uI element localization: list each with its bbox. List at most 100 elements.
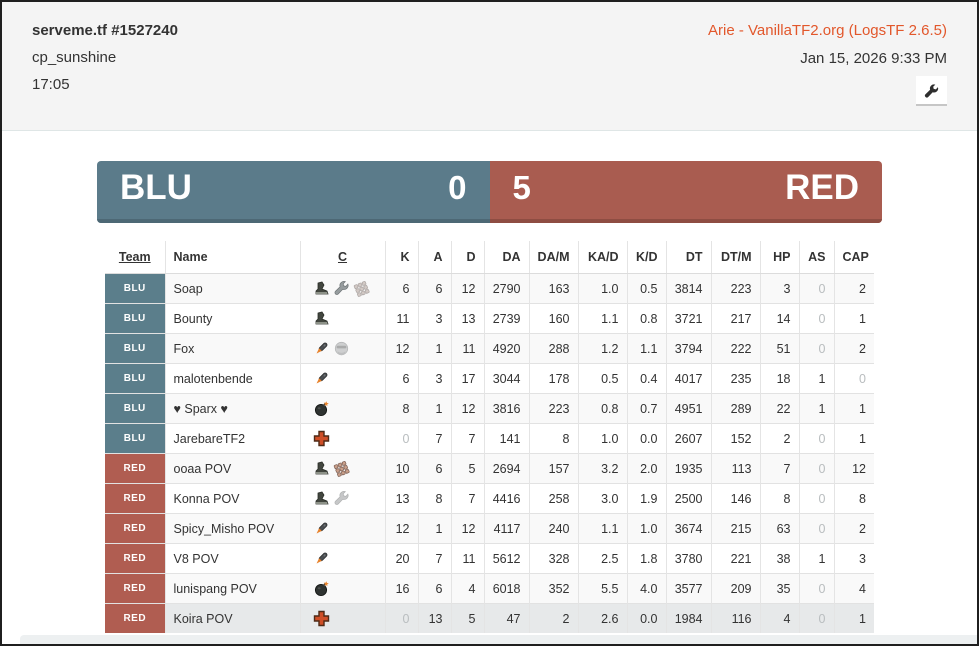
classes-cell	[299, 393, 385, 424]
stat-da-m: 2	[528, 603, 578, 633]
stat-dt: 2500	[665, 483, 711, 514]
player-name[interactable]: ♥ Sparx ♥	[164, 393, 300, 424]
player-row: RED ooaa POV 10 6 5 2694 157 3.2 2.0 1935 113 7 0 12	[105, 453, 874, 484]
player-name[interactable]: V8 POV	[164, 543, 300, 574]
column-header-k: K	[384, 241, 418, 274]
red-score: 5	[512, 169, 531, 206]
player-name[interactable]: malotenbende	[164, 363, 300, 394]
team-badge: RED	[105, 604, 165, 633]
stat-dt-m: 152	[710, 423, 760, 454]
player-name[interactable]: Bounty	[164, 303, 300, 334]
column-header-k-d: K/D	[626, 241, 666, 274]
stat-da: 2739	[483, 303, 529, 334]
stat-d: 5	[450, 453, 484, 484]
stat-k: 20	[384, 543, 418, 574]
team-cell: RED	[105, 603, 165, 633]
stat-dt: 4951	[665, 393, 711, 424]
stat-a: 1	[417, 393, 451, 424]
stat-ka-d: 2.5	[577, 543, 627, 574]
stat-hp: 3	[759, 273, 799, 304]
header-right: Arie - VanillaTF2.org (LogsTF 2.6.5) Jan…	[708, 22, 947, 106]
blu-label: BLU	[120, 168, 192, 207]
player-name[interactable]: ooaa POV	[164, 453, 300, 484]
stat-hp: 2	[759, 423, 799, 454]
scout-class-icon	[313, 490, 330, 507]
player-name[interactable]: Soap	[164, 273, 300, 304]
player-name[interactable]: Spicy_Misho POV	[164, 513, 300, 544]
stat-d: 11	[450, 333, 484, 364]
stat-as: 0	[798, 483, 834, 514]
stat-dt: 2607	[665, 423, 711, 454]
stat-dt-m: 116	[710, 603, 760, 633]
stat-d: 4	[450, 573, 484, 604]
column-header-name: Name	[164, 241, 300, 274]
stat-da: 2694	[483, 453, 529, 484]
uploader-link[interactable]: Arie - VanillaTF2.org (LogsTF 2.6.5)	[708, 22, 947, 39]
stat-a: 3	[417, 363, 451, 394]
stat-cap: 1	[833, 303, 874, 334]
column-header-ka-d: KA/D	[577, 241, 627, 274]
stat-k: 11	[384, 303, 418, 334]
stat-dt-m: 221	[710, 543, 760, 574]
team-badge: BLU	[105, 424, 165, 453]
stat-da-m: 178	[528, 363, 578, 394]
player-name[interactable]: JarebareTF2	[164, 423, 300, 454]
stat-as: 1	[798, 363, 834, 394]
stat-cap: 2	[833, 513, 874, 544]
stat-k: 6	[384, 363, 418, 394]
heavy-class-icon	[333, 460, 350, 477]
stat-k-d: 1.8	[626, 543, 666, 574]
column-header-hp: HP	[759, 241, 799, 274]
stat-ka-d: 1.2	[577, 333, 627, 364]
stat-dt: 1935	[665, 453, 711, 484]
stat-a: 8	[417, 483, 451, 514]
stat-ka-d: 0.8	[577, 393, 627, 424]
player-name[interactable]: lunispang POV	[164, 573, 300, 604]
column-header-team[interactable]: Team	[105, 241, 165, 274]
player-row: BLU ♥ Sparx ♥ 8 1 12 3816 223 0.8 0.7 4951 289 22 1 1	[105, 393, 874, 424]
heavy-class-icon	[353, 280, 370, 297]
stat-da-m: 157	[528, 453, 578, 484]
column-header-c[interactable]: C	[299, 241, 385, 274]
team-cell: RED	[105, 513, 165, 544]
stat-k: 12	[384, 513, 418, 544]
player-row: RED Konna POV 13 8 7 4416 258 3.0 1.9 2500 146 8 0 8	[105, 483, 874, 514]
stat-dt: 3780	[665, 543, 711, 574]
stat-a: 7	[417, 423, 451, 454]
stat-d: 7	[450, 483, 484, 514]
stat-da: 4416	[483, 483, 529, 514]
stat-dt-m: 209	[710, 573, 760, 604]
stat-cap: 1	[833, 603, 874, 633]
stat-ka-d: 1.1	[577, 303, 627, 334]
stat-k-d: 1.0	[626, 513, 666, 544]
team-cell: BLU	[105, 423, 165, 454]
classes-cell	[299, 483, 385, 514]
match-date: Jan 15, 2026 9:33 PM	[800, 50, 947, 67]
spy-class-icon	[333, 340, 350, 357]
stat-k-d: 2.0	[626, 453, 666, 484]
stat-d: 7	[450, 423, 484, 454]
stat-dt: 1984	[665, 603, 711, 633]
player-name[interactable]: Fox	[164, 333, 300, 364]
stat-hp: 63	[759, 513, 799, 544]
stat-dt: 3794	[665, 333, 711, 364]
match-duration: 17:05	[32, 76, 70, 93]
player-name[interactable]: Koira POV	[164, 603, 300, 633]
stat-a: 3	[417, 303, 451, 334]
stats-table: Team Name C K A D DA DA/M KA/D K/D DT DT/M HP AS CAP B…	[105, 241, 874, 633]
classes-cell	[299, 453, 385, 484]
stat-hp: 22	[759, 393, 799, 424]
stat-cap: 0	[833, 363, 874, 394]
soldier-class-icon	[313, 370, 330, 387]
stat-da: 141	[483, 423, 529, 454]
player-row: BLU Fox 12 1 11 4920 288 1.2 1.1 3794 222 51 0 2	[105, 333, 874, 364]
scoreboard-blu: BLU 0	[97, 161, 490, 223]
stat-dt-m: 235	[710, 363, 760, 394]
stat-da-m: 160	[528, 303, 578, 334]
team-cell: BLU	[105, 303, 165, 334]
player-name[interactable]: Konna POV	[164, 483, 300, 514]
stat-cap: 3	[833, 543, 874, 574]
team-cell: RED	[105, 453, 165, 484]
column-header-da-m: DA/M	[528, 241, 578, 274]
log-settings-button[interactable]	[916, 76, 947, 106]
